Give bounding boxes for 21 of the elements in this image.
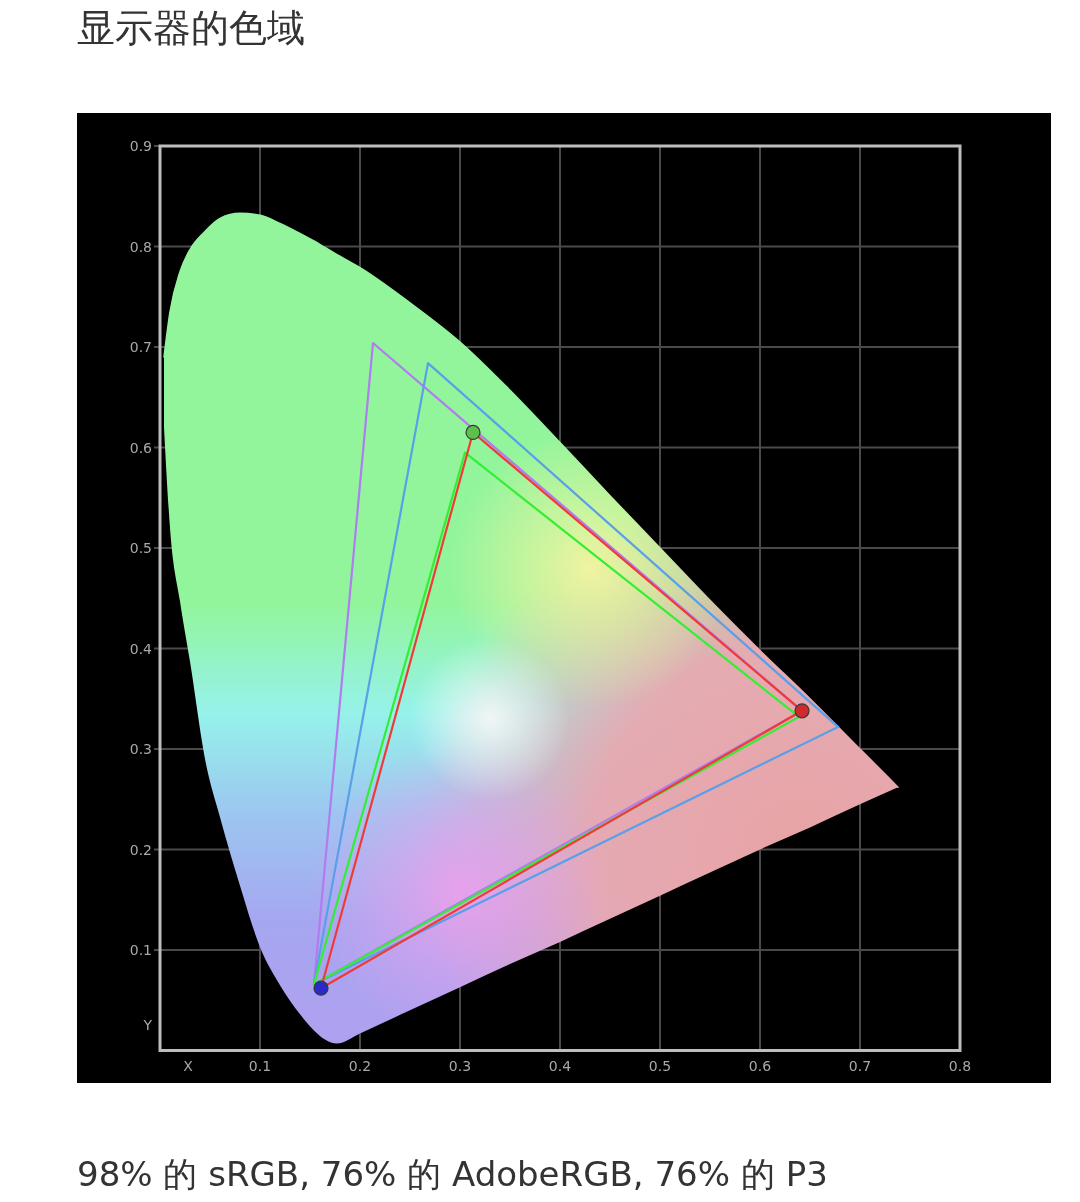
- x-tick-label: 0.5: [648, 1058, 672, 1074]
- x-tick-label: 0.8: [948, 1058, 972, 1074]
- y-axis-title: Y: [142, 1016, 153, 1033]
- x-tick-label: 0.3: [448, 1058, 472, 1074]
- y-tick-label: 0.6: [129, 439, 153, 456]
- y-tick-label: 0.9: [129, 138, 152, 154]
- x-tick-label: 0.1: [248, 1058, 272, 1074]
- x-tick-label: 0.7: [848, 1058, 872, 1074]
- y-tick-label: 0.4: [129, 640, 153, 657]
- y-tick-label: 0.3: [129, 741, 152, 757]
- x-tick-label: 0.4: [548, 1058, 572, 1074]
- x-tick-label: 0.2: [348, 1058, 372, 1074]
- y-tick-label: 0.1: [129, 942, 152, 958]
- y-tick-label: 0.7: [129, 339, 152, 355]
- chart-title: 显示器的色域: [77, 6, 305, 50]
- x-tick-label: 0.6: [748, 1058, 772, 1074]
- x-axis-title: X: [183, 1058, 194, 1074]
- y-tick-label: 0.5: [129, 540, 152, 556]
- y-tick-label: 0.2: [129, 841, 152, 858]
- y-tick-label: 0.8: [129, 238, 152, 255]
- text: 98% 的 sRGB, 76% 的 AdobeRGB, 76% 的 P3: [77, 1154, 828, 1194]
